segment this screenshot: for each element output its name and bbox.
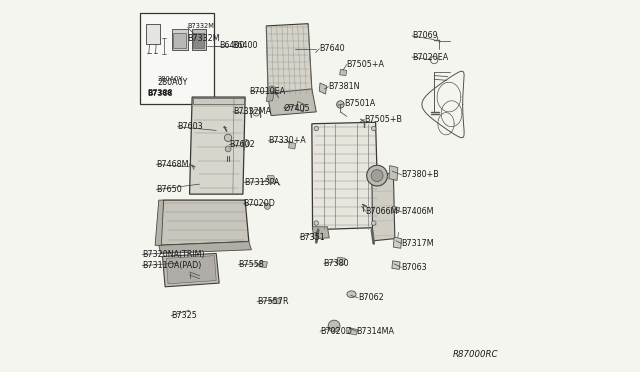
Text: B7332MA: B7332MA xyxy=(233,108,271,116)
Circle shape xyxy=(337,101,344,108)
Text: B7332M: B7332M xyxy=(188,23,214,29)
Text: B7311OA(PAD): B7311OA(PAD) xyxy=(142,261,202,270)
Text: B7640: B7640 xyxy=(319,44,345,53)
Text: B7010EA: B7010EA xyxy=(250,87,285,96)
Text: B7020D: B7020D xyxy=(243,199,275,208)
Circle shape xyxy=(269,86,275,92)
Text: B7557R: B7557R xyxy=(257,297,289,306)
Polygon shape xyxy=(166,256,216,284)
Bar xyxy=(172,29,188,49)
Bar xyxy=(173,33,186,48)
Text: B7325: B7325 xyxy=(171,311,197,320)
Polygon shape xyxy=(266,93,274,102)
Polygon shape xyxy=(391,206,400,213)
Polygon shape xyxy=(289,142,296,149)
Ellipse shape xyxy=(347,291,356,298)
Text: B7603: B7603 xyxy=(177,122,203,131)
Circle shape xyxy=(367,165,387,186)
Circle shape xyxy=(371,170,383,182)
Text: B7381N: B7381N xyxy=(328,82,360,91)
Text: B7602: B7602 xyxy=(229,140,255,149)
Circle shape xyxy=(264,203,270,209)
Text: B7063: B7063 xyxy=(401,263,427,272)
Polygon shape xyxy=(189,97,245,194)
Polygon shape xyxy=(146,24,160,44)
Text: B7020EA: B7020EA xyxy=(412,52,448,61)
Text: B7020D: B7020D xyxy=(320,327,352,336)
Polygon shape xyxy=(273,298,281,304)
Polygon shape xyxy=(340,69,347,76)
Circle shape xyxy=(225,146,231,152)
Text: Ø7405: Ø7405 xyxy=(284,104,310,113)
Text: B7505+B: B7505+B xyxy=(364,115,403,124)
Bar xyxy=(140,13,214,105)
Text: B7351: B7351 xyxy=(300,232,325,242)
Circle shape xyxy=(225,134,232,141)
Polygon shape xyxy=(155,200,164,245)
Text: R87000RC: R87000RC xyxy=(452,350,498,359)
Circle shape xyxy=(371,221,376,225)
Text: B7388: B7388 xyxy=(148,89,173,98)
Text: B7388: B7388 xyxy=(148,90,172,96)
Circle shape xyxy=(328,320,340,332)
Polygon shape xyxy=(268,89,316,116)
Text: B7505+A: B7505+A xyxy=(347,60,385,69)
Polygon shape xyxy=(319,83,326,94)
Bar xyxy=(193,33,204,48)
Text: B7380+B: B7380+B xyxy=(401,170,439,179)
Text: B7062: B7062 xyxy=(358,294,384,302)
Polygon shape xyxy=(372,173,395,241)
Polygon shape xyxy=(337,257,345,264)
Polygon shape xyxy=(392,261,400,269)
Circle shape xyxy=(314,221,319,225)
Bar xyxy=(192,29,206,49)
Text: B7314MA: B7314MA xyxy=(356,327,394,336)
Text: B7320NA(TRIM): B7320NA(TRIM) xyxy=(142,250,205,259)
Text: 280A0Y: 280A0Y xyxy=(157,78,188,87)
Text: B7650: B7650 xyxy=(156,185,182,194)
Polygon shape xyxy=(348,328,358,335)
Text: B7066M: B7066M xyxy=(365,207,398,216)
Text: B7468M: B7468M xyxy=(156,160,189,169)
Text: 280A0Y: 280A0Y xyxy=(157,76,183,81)
Polygon shape xyxy=(312,227,329,238)
Polygon shape xyxy=(159,200,249,245)
Text: B7330+A: B7330+A xyxy=(268,136,306,145)
Circle shape xyxy=(371,126,376,131)
Text: B7406M: B7406M xyxy=(401,208,434,217)
Text: B7380: B7380 xyxy=(324,259,349,268)
Polygon shape xyxy=(394,237,401,248)
Text: B7501A: B7501A xyxy=(344,99,375,108)
Polygon shape xyxy=(193,98,244,105)
Text: B7069: B7069 xyxy=(412,31,438,41)
Polygon shape xyxy=(389,166,398,180)
Polygon shape xyxy=(266,24,312,94)
Text: B6400: B6400 xyxy=(219,41,244,51)
Text: B7558: B7558 xyxy=(239,260,264,269)
Polygon shape xyxy=(163,253,219,287)
Polygon shape xyxy=(296,102,305,112)
Text: B7332M: B7332M xyxy=(188,34,220,43)
Polygon shape xyxy=(259,261,268,267)
Text: B6400: B6400 xyxy=(232,41,258,51)
Polygon shape xyxy=(268,176,276,184)
Polygon shape xyxy=(312,122,378,230)
Text: B7317M: B7317M xyxy=(401,239,434,248)
Text: B7313PA: B7313PA xyxy=(244,178,280,187)
Polygon shape xyxy=(159,241,252,253)
Circle shape xyxy=(314,126,319,131)
